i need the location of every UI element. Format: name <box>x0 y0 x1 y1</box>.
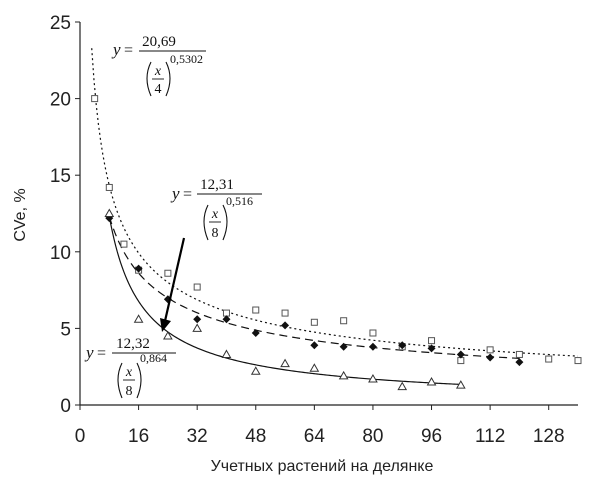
data-point-diamond <box>281 321 290 330</box>
data-point-square <box>515 350 523 358</box>
data-point-square <box>545 355 553 363</box>
data-point-square <box>486 346 494 354</box>
eq3-right-paren <box>136 362 142 399</box>
data-point-square <box>252 306 260 314</box>
eq2-numerator: 12,31 <box>200 177 234 193</box>
data-point-diamond <box>368 342 377 351</box>
data-point-square <box>164 269 172 277</box>
eq2-x: x <box>211 207 219 222</box>
fit-curves <box>91 48 579 386</box>
x-tick-label: 16 <box>128 426 149 447</box>
eq1-numerator: 20,69 <box>142 34 176 50</box>
eq2-equals: = <box>183 186 192 203</box>
x-tick-label: 48 <box>245 426 266 447</box>
data-point-square <box>91 95 99 103</box>
y-axis-label: CVe, % <box>12 188 29 241</box>
data-point-diamond <box>339 342 348 351</box>
data-point-diamond <box>134 264 143 273</box>
data-point-diamond <box>398 341 407 350</box>
data-point-square <box>120 240 128 248</box>
y-tick-label: 15 <box>50 166 71 187</box>
annotation-arrow <box>160 237 186 332</box>
eq1-denominator: 4 <box>155 82 162 97</box>
data-point-triangle <box>397 381 408 391</box>
data-point-square <box>457 357 465 365</box>
x-axis-label: Учетных растений на делянке <box>211 458 434 475</box>
y-tick-label: 25 <box>50 13 71 34</box>
data-point-diamond <box>251 328 260 337</box>
data-point-triangle <box>163 331 173 340</box>
data-point-square <box>574 357 582 365</box>
data-point-triangle <box>192 323 203 332</box>
data-point-square <box>428 337 436 345</box>
x-tick-label: 32 <box>187 426 208 447</box>
eq2-y: y <box>170 184 180 203</box>
x-ticks: 0 16 32 48 64 80 96 112 128 <box>75 405 565 447</box>
equation-middle: y = 12,31 x 8 0,516 <box>170 177 262 241</box>
eq3-denominator: 8 <box>126 384 133 399</box>
data-point-triangle <box>250 366 261 375</box>
y-tick-label: 20 <box>50 90 71 111</box>
x-tick-label: 128 <box>533 426 565 447</box>
data-point-triangle <box>309 363 320 372</box>
data-point-triangle <box>221 349 232 358</box>
eq1-x: x <box>154 64 162 79</box>
data-point-square <box>222 309 230 317</box>
data-point-diamond <box>515 358 524 367</box>
data-point-triangle <box>133 314 144 323</box>
eq1-exponent: 0,5302 <box>170 52 203 66</box>
data-point-square <box>369 329 377 337</box>
x-tick-label: 80 <box>362 426 383 447</box>
eq3-x: x <box>125 365 133 380</box>
y-tick-label: 10 <box>50 243 71 264</box>
x-tick-label: 0 <box>75 426 86 447</box>
eq3-y: y <box>84 343 94 362</box>
data-point-triangle <box>280 358 290 368</box>
eq1-left-paren <box>146 61 152 97</box>
eq1-right-paren <box>165 61 171 97</box>
data-points <box>91 95 582 391</box>
eq2-right-paren <box>222 204 228 241</box>
eq3-numerator: 12,32 <box>116 336 150 352</box>
data-point-square <box>340 317 348 325</box>
x-tick-label: 64 <box>304 426 326 447</box>
data-point-square <box>105 183 113 191</box>
data-point-square <box>193 283 201 291</box>
eq1-y: y <box>111 40 121 59</box>
data-point-triangle <box>368 373 378 383</box>
data-point-square <box>281 309 289 317</box>
data-point-diamond <box>486 353 495 362</box>
equation-top: y = 20,69 x 4 0,5302 <box>111 34 206 97</box>
eq2-exponent: 0,516 <box>226 194 253 208</box>
y-ticks: 0 5 10 15 20 25 <box>50 13 80 417</box>
fit-curve-2 <box>108 216 520 359</box>
eq3-equals: = <box>97 345 106 362</box>
fit-curve-1 <box>91 48 579 357</box>
eq2-left-paren <box>203 204 209 241</box>
data-point-square <box>310 318 318 326</box>
eq2-denominator: 8 <box>212 226 219 241</box>
data-point-diamond <box>310 341 319 350</box>
x-tick-label: 112 <box>475 426 505 447</box>
y-tick-label: 0 <box>60 396 71 417</box>
data-point-diamond <box>193 315 202 324</box>
data-point-triangle <box>104 208 115 217</box>
eq3-left-paren <box>117 362 123 399</box>
eq3-exponent: 0,864 <box>140 351 167 365</box>
data-point-triangle <box>426 377 437 386</box>
x-tick-label: 96 <box>421 426 442 447</box>
data-point-triangle <box>455 380 466 389</box>
eq1-equals: = <box>124 42 133 59</box>
data-point-diamond <box>222 315 231 324</box>
data-point-diamond <box>427 344 436 353</box>
y-tick-label: 5 <box>60 319 71 340</box>
data-point-triangle <box>338 370 349 380</box>
equation-bottom: y = 12,32 x 8 0,864 <box>84 336 176 399</box>
data-point-diamond <box>456 350 465 359</box>
